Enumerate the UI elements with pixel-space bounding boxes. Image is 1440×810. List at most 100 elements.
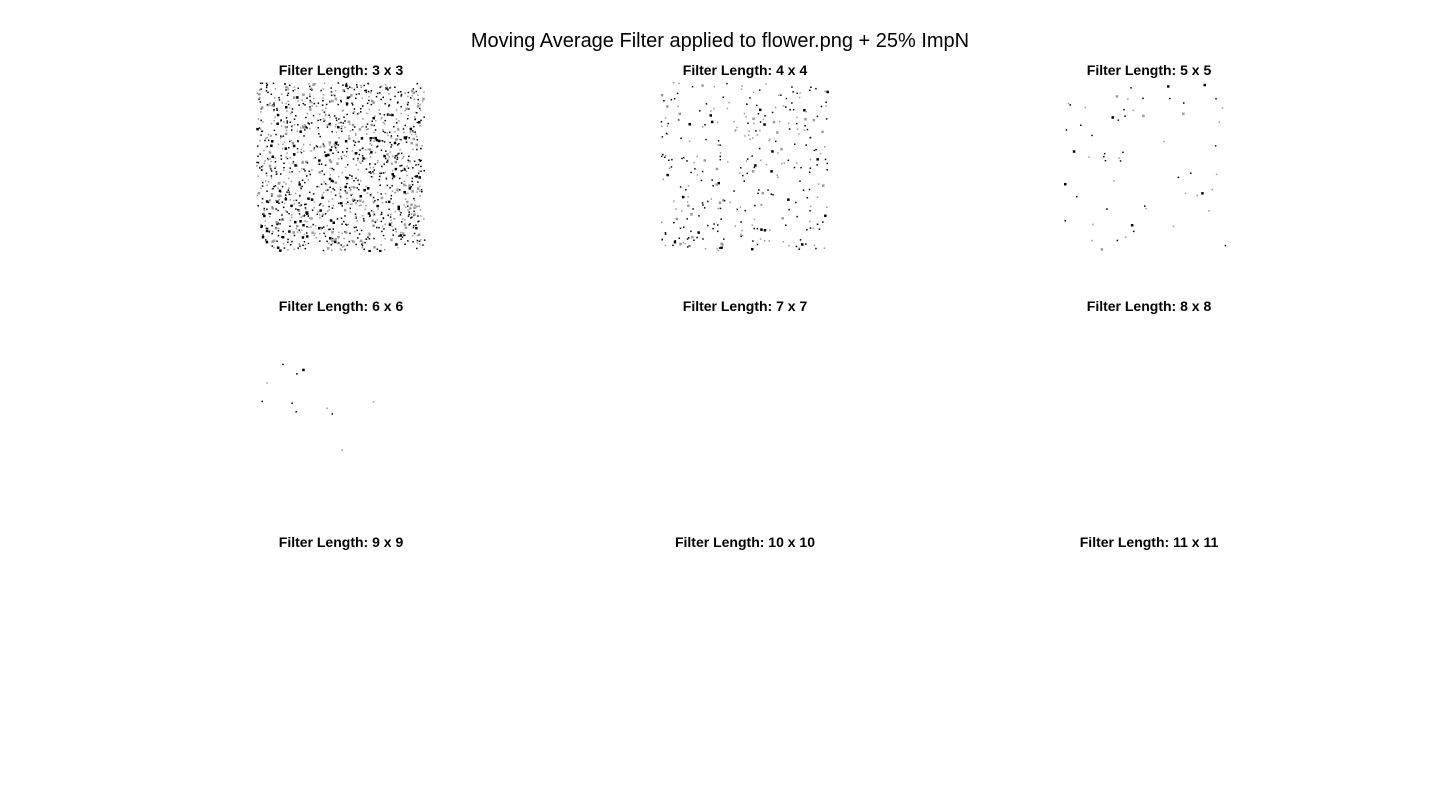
noise-pixel <box>306 221 308 223</box>
noise-pixel <box>414 111 417 114</box>
noise-pixel <box>262 181 264 184</box>
noise-pixel <box>313 206 315 209</box>
noise-pixel <box>407 114 409 117</box>
noise-pixel <box>753 122 755 125</box>
noise-pixel <box>396 128 400 131</box>
noise-pixel <box>383 114 386 116</box>
noise-pixel <box>291 141 295 145</box>
noise-pixel <box>408 160 411 163</box>
noise-pixel <box>385 150 387 152</box>
noise-pixel <box>393 126 395 128</box>
noise-pixel <box>285 210 287 212</box>
noise-pixel <box>368 171 370 173</box>
noise-pixel <box>344 139 348 143</box>
noise-pixel <box>274 166 277 169</box>
noise-pixel <box>322 214 324 216</box>
noise-pixel <box>824 158 827 161</box>
noise-pixel <box>377 191 379 194</box>
noise-pixel <box>378 109 380 111</box>
noise-pixel <box>354 199 356 201</box>
noise-pixel <box>284 232 287 235</box>
noise-pixel <box>261 235 265 239</box>
noise-pixel <box>685 189 687 191</box>
noise-pixel <box>318 204 321 206</box>
noise-pixel <box>388 222 391 224</box>
noise-pixel <box>411 216 413 218</box>
noise-pixel <box>704 124 706 126</box>
noise-pixel <box>414 133 417 135</box>
noise-pixel <box>771 150 774 153</box>
noise-pixel <box>777 152 779 154</box>
noise-pixel <box>298 170 301 173</box>
filtered-image <box>660 554 830 724</box>
noise-pixel <box>719 155 721 158</box>
noise-pixel <box>367 212 371 215</box>
noise-pixel <box>715 167 719 171</box>
noise-pixel <box>419 109 422 111</box>
noise-pixel <box>321 194 324 196</box>
noise-pixel <box>293 153 296 156</box>
noise-pixel <box>308 123 310 125</box>
noise-pixel <box>323 226 325 228</box>
noise-pixel <box>288 193 291 196</box>
noise-pixel <box>360 180 362 182</box>
noise-pixel <box>348 187 351 189</box>
noise-pixel <box>417 181 419 183</box>
noise-pixel <box>806 229 808 231</box>
noise-pixel <box>360 84 362 87</box>
noise-pixel <box>326 210 329 212</box>
noise-pixel <box>323 181 325 183</box>
noise-pixel <box>377 199 379 201</box>
noise-pixel <box>666 133 669 135</box>
noise-pixel <box>409 130 412 132</box>
noise-pixel <box>380 86 383 88</box>
noise-pixel <box>401 221 403 223</box>
noise-pixel <box>408 187 412 190</box>
noise-pixel <box>268 230 271 232</box>
noise-pixel <box>353 88 356 91</box>
noise-pixel <box>345 102 349 105</box>
noise-pixel <box>288 147 290 149</box>
noise-pixel <box>261 106 264 109</box>
subplot-title: Filter Length: 8 x 8 <box>1086 298 1212 314</box>
noise-pixel <box>265 82 268 85</box>
noise-pixel <box>696 174 699 176</box>
noise-pixel <box>1065 129 1068 131</box>
noise-pixel <box>296 96 299 99</box>
noise-pixel <box>335 143 338 146</box>
noise-pixel <box>392 229 394 231</box>
noise-pixel <box>271 155 275 158</box>
noise-pixel <box>733 190 735 192</box>
noise-pixel <box>331 167 333 170</box>
noise-pixel <box>365 204 367 207</box>
noise-pixel <box>265 172 268 175</box>
noise-pixel <box>274 97 276 99</box>
noise-pixel <box>418 121 421 124</box>
filtered-image <box>256 554 426 724</box>
noise-pixel <box>262 121 264 123</box>
noise-pixel <box>1142 114 1145 118</box>
noise-pixel <box>341 246 344 248</box>
noise-pixel <box>380 172 383 175</box>
noise-pixel <box>287 103 290 106</box>
noise-pixel <box>390 238 393 242</box>
noise-pixel <box>370 151 373 154</box>
noise-pixel <box>373 136 376 139</box>
noise-pixel <box>723 238 725 240</box>
noise-pixel <box>307 215 309 217</box>
noise-pixel <box>825 101 827 103</box>
noise-pixel <box>301 229 303 232</box>
noise-pixel <box>378 178 381 181</box>
noise-pixel <box>319 233 321 235</box>
noise-pixel <box>400 211 402 214</box>
noise-pixel <box>822 184 825 187</box>
noise-pixel <box>1119 160 1122 162</box>
noise-pixel <box>352 186 356 189</box>
noise-pixel <box>352 158 355 160</box>
noise-pixel <box>796 92 798 95</box>
noise-pixel <box>383 163 385 165</box>
noise-pixel <box>329 101 331 104</box>
noise-pixel <box>320 145 322 148</box>
noise-pixel <box>289 121 292 123</box>
noise-pixel <box>776 174 778 176</box>
